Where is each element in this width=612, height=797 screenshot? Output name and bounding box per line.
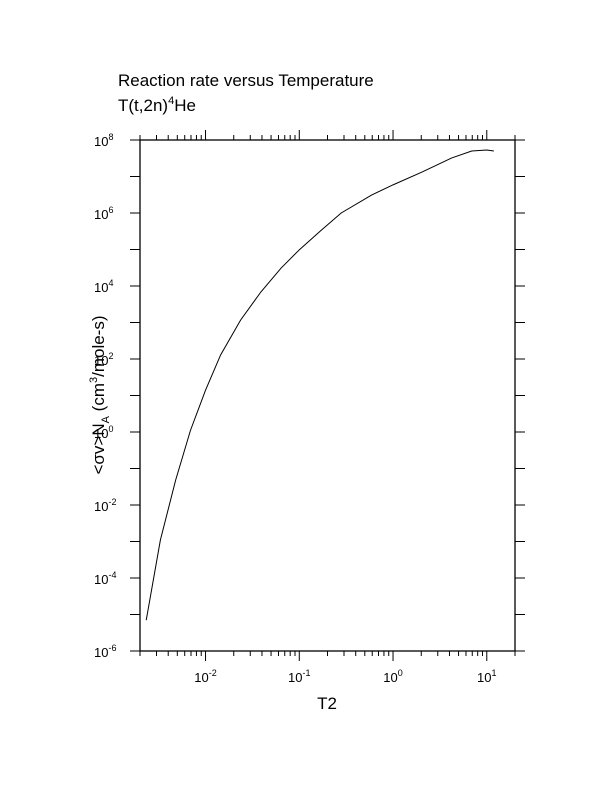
tick-base: 10 bbox=[288, 670, 302, 685]
tick-exponent: 1 bbox=[492, 668, 497, 678]
y-tick-label: 10-2 bbox=[94, 497, 116, 514]
y-label-part: <σv>N bbox=[89, 423, 108, 474]
x-tick-label: 101 bbox=[477, 668, 496, 685]
y-tick-label: 100 bbox=[94, 424, 113, 441]
tick-base: 10 bbox=[94, 353, 108, 368]
tick-exponent: 6 bbox=[108, 205, 113, 215]
tick-base: 10 bbox=[383, 670, 397, 685]
x-tick-label: 10-2 bbox=[194, 668, 216, 685]
y-label-part: (cm bbox=[89, 383, 108, 416]
y-tick-label: 10-6 bbox=[94, 643, 116, 660]
y-tick-label: 106 bbox=[94, 205, 113, 222]
tick-exponent: 8 bbox=[108, 132, 113, 142]
tick-exponent: -2 bbox=[108, 497, 116, 507]
tick-base: 10 bbox=[94, 645, 108, 660]
subtitle-part: He bbox=[174, 96, 196, 115]
tick-base: 10 bbox=[477, 670, 491, 685]
plot-frame bbox=[139, 139, 516, 652]
tick-base: 10 bbox=[94, 572, 108, 587]
tick-base: 10 bbox=[94, 207, 108, 222]
y-tick-label: 102 bbox=[94, 351, 113, 368]
tick-exponent: 4 bbox=[108, 278, 113, 288]
tick-base: 10 bbox=[94, 280, 108, 295]
chart-subtitle: T(t,2n)4He bbox=[118, 95, 196, 115]
x-tick-label: 100 bbox=[383, 668, 402, 685]
subtitle-part: T(t,2n) bbox=[118, 96, 168, 115]
tick-exponent: -6 bbox=[108, 643, 116, 653]
y-tick-label: 104 bbox=[94, 278, 113, 295]
y-label-subscript: A bbox=[100, 415, 112, 423]
y-tick-label: 10-4 bbox=[94, 570, 116, 587]
tick-exponent: 0 bbox=[108, 424, 113, 434]
tick-exponent: 2 bbox=[108, 351, 113, 361]
tick-exponent: 0 bbox=[398, 668, 403, 678]
y-label-superscript: 3 bbox=[88, 377, 100, 383]
tick-exponent: -4 bbox=[108, 570, 116, 580]
tick-base: 10 bbox=[94, 499, 108, 514]
x-tick-label: 10-1 bbox=[288, 668, 310, 685]
y-label-part: /mole-s) bbox=[89, 315, 108, 376]
x-axis-label: T2 bbox=[317, 694, 337, 713]
tick-base: 10 bbox=[94, 426, 108, 441]
tick-exponent: -1 bbox=[303, 668, 311, 678]
tick-base: 10 bbox=[194, 670, 208, 685]
tick-exponent: -2 bbox=[209, 668, 217, 678]
tick-base: 10 bbox=[94, 134, 108, 149]
chart-title: Reaction rate versus Temperature bbox=[118, 71, 374, 90]
y-tick-label: 108 bbox=[94, 132, 113, 149]
y-axis-label: <σv>NA (cm3/mole-s) bbox=[88, 315, 112, 474]
subtitle-superscript: 4 bbox=[168, 95, 174, 107]
data-line bbox=[145, 149, 494, 621]
